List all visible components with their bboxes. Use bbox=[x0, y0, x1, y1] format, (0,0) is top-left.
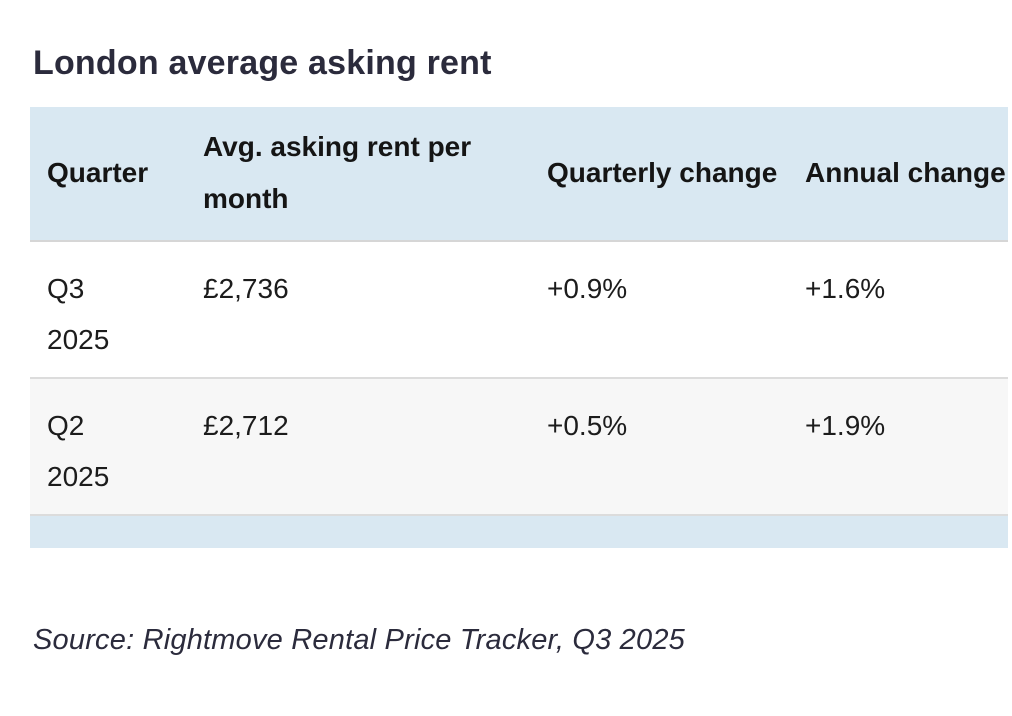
column-header-quarter: Quarter bbox=[30, 106, 203, 242]
cell-quarterly-change: +0.5% bbox=[547, 377, 805, 516]
table-footer-row bbox=[30, 514, 1008, 548]
cell-avg-rent: £2,712 bbox=[203, 377, 547, 516]
table-footer-strip bbox=[30, 514, 1008, 548]
table-header-row: Quarter Avg. asking rent per month Quart… bbox=[30, 106, 1008, 242]
rent-table: Quarter Avg. asking rent per month Quart… bbox=[30, 106, 1008, 548]
cell-quarter-value: Q2 2025 bbox=[47, 409, 110, 492]
cell-avg-rent: £2,736 bbox=[203, 240, 547, 379]
page-title: London average asking rent bbox=[33, 44, 492, 82]
cell-quarter-value: Q3 2025 bbox=[47, 272, 110, 355]
column-header-quarterly-change: Quarterly change bbox=[547, 106, 805, 242]
column-header-annual-change: Annual change bbox=[805, 106, 1008, 242]
table-row-q2-2025: Q2 2025 £2,712 +0.5% +1.9% bbox=[30, 377, 1008, 516]
column-header-avg-rent-label: Avg. asking rent per month bbox=[203, 131, 472, 214]
column-header-annual-change-label: Annual change bbox=[805, 157, 1006, 188]
table-row-q3-2025: Q3 2025 £2,736 +0.9% +1.6% bbox=[30, 240, 1008, 379]
cell-annual-change: +1.6% bbox=[805, 240, 1008, 379]
column-header-quarterly-change-label: Quarterly change bbox=[547, 157, 778, 188]
column-header-avg-rent: Avg. asking rent per month bbox=[203, 106, 547, 242]
source-note: Source: Rightmove Rental Price Tracker, … bbox=[33, 623, 685, 656]
cell-quarter: Q2 2025 bbox=[30, 377, 203, 516]
cell-quarter: Q3 2025 bbox=[30, 240, 203, 379]
cell-quarterly-change: +0.9% bbox=[547, 240, 805, 379]
cell-annual-change: +1.9% bbox=[805, 377, 1008, 516]
